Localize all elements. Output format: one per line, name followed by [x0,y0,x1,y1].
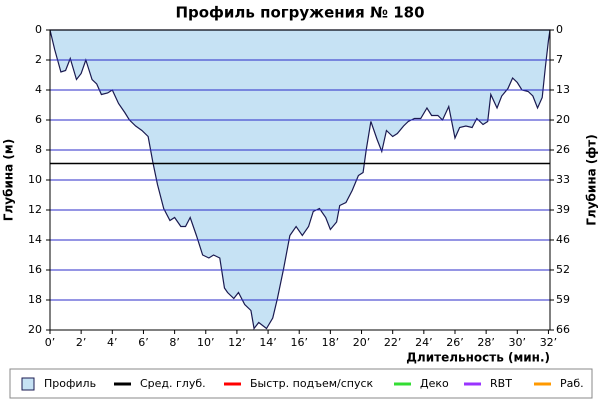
y-axis-title: Глубина (м) [2,139,16,221]
y2-tick-label: 52 [556,263,570,276]
x-tick-label: 28’ [477,336,495,349]
x-tick-label: 0’ [45,336,56,349]
x-tick-label: 2’ [76,336,87,349]
y-tick-label: 0 [35,23,42,36]
y2-tick-label: 20 [556,113,570,126]
x-tick-label: 20’ [353,336,371,349]
y2-tick-label: 66 [556,323,570,336]
x-tick-label: 18’ [322,336,340,349]
y2-axis-title: Глубина (фт) [585,134,599,225]
y-tick-label: 6 [35,113,42,126]
profile-area [49,29,551,330]
y2-tick-label: 26 [556,143,570,156]
legend-label: Профиль [44,377,96,390]
x-axis-title: Длительность (мин.) [406,351,550,365]
x-tick-label: 32’ [540,336,558,349]
y-tick-label: 14 [28,233,42,246]
x-tick-label: 22’ [384,336,402,349]
chart-title: Профиль погружения № 180 [175,4,424,22]
x-tick-label: 24’ [415,336,433,349]
x-tick-label: 6’ [138,336,149,349]
legend-label: Деко [420,377,449,390]
y2-tick-label: 7 [556,53,563,66]
x-tick-label: 10’ [197,336,215,349]
y2-tick-label: 0 [556,23,563,36]
y2-tick-label: 39 [556,203,570,216]
legend-label: Сред. глуб. [140,377,206,390]
y2-tick-label: 33 [556,173,570,186]
x-tick-label: 26’ [446,336,464,349]
x-tick-label: 12’ [228,336,246,349]
y-tick-label: 20 [28,323,42,336]
y-tick-label: 16 [28,263,42,276]
x-tick-label: 4’ [107,336,118,349]
x-tick-label: 30’ [509,336,527,349]
x-tick-label: 8’ [169,336,180,349]
y2-tick-label: 46 [556,233,570,246]
legend-box [9,368,593,399]
y2-tick-label: 59 [556,293,570,306]
legend-swatch [21,377,35,391]
y-tick-label: 4 [35,83,42,96]
y-tick-label: 2 [35,53,42,66]
legend-label: Раб. [560,377,584,390]
y-tick-label: 10 [28,173,42,186]
y-tick-label: 8 [35,143,42,156]
legend-label: Быстр. подъем/спуск [250,377,374,390]
x-tick-label: 16’ [290,336,308,349]
y-tick-label: 12 [28,203,42,216]
x-tick-label: 14’ [259,336,277,349]
y-tick-label: 18 [28,293,42,306]
legend-label: RBT [490,377,512,390]
y2-tick-label: 13 [556,83,570,96]
